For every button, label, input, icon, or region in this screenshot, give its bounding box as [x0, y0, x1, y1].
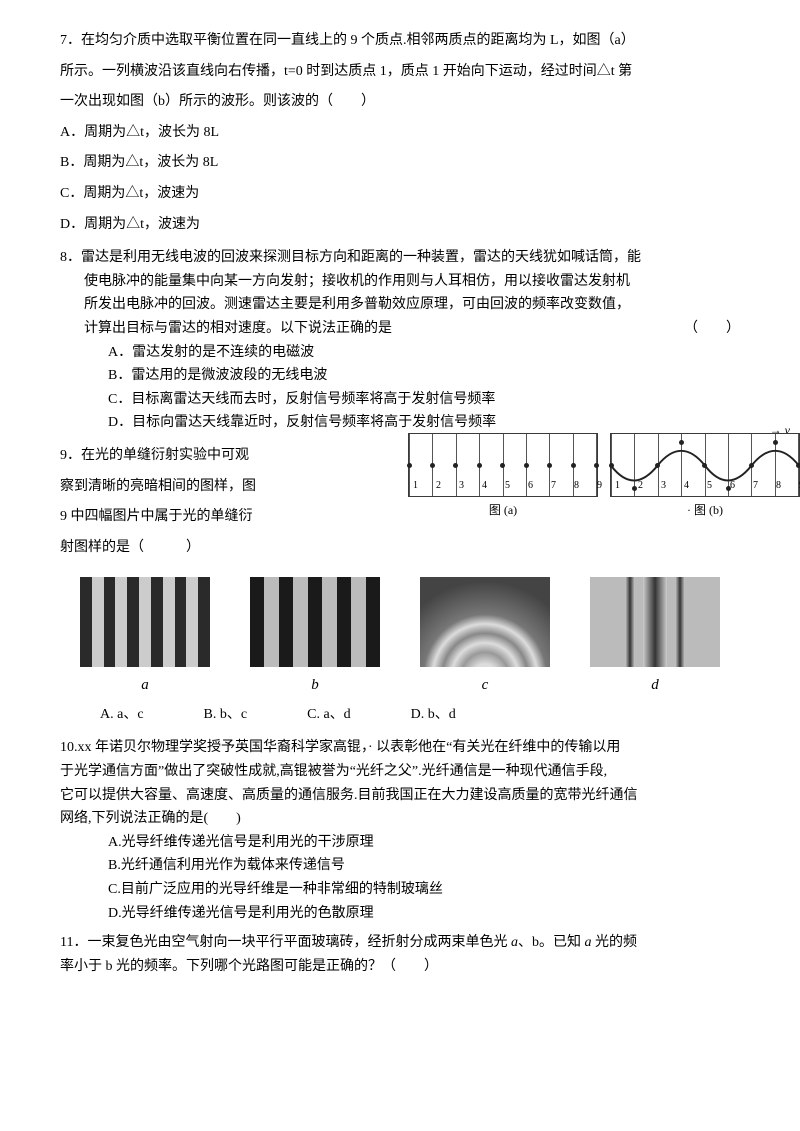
q8-option-d: D．目标向雷达天线靠近时，反射信号频率将高于发射信号频率 [108, 413, 740, 433]
q9-option-a: A. a、c [100, 702, 144, 729]
q7-option-c: C．周期为△t，波速为 [60, 181, 740, 208]
wave-figure-a: 123456789 [408, 433, 598, 497]
q11-line1: 11．一束复色光由空气射向一块平行平面玻璃砖，经折射分成两束单色光 a、b。已知… [60, 933, 740, 953]
question-11: 11．一束复色光由空气射向一块平行平面玻璃砖，经折射分成两束单色光 a、b。已知… [60, 933, 740, 976]
q8-line4-row: 计算出目标与雷达的相对速度。以下说法正确的是 （ ） [84, 319, 740, 339]
q9-options-row: A. a、c B. b、c C. a、d D. b、d [60, 702, 740, 729]
wave-b-label: · 图 (b) [610, 499, 800, 522]
wave-figures: 123456789 图 (a) → v [408, 433, 800, 522]
q9-line3: 9 中四幅图片中属于光的单缝衍 [60, 504, 310, 531]
q10-line4: 网络,下列说法正确的是( ) [60, 809, 740, 829]
q7-option-a: A．周期为△t，波长为 8L [60, 120, 740, 147]
q8-option-c: C．目标离雷达天线而去时，反射信号频率将高于发射信号频率 [108, 390, 740, 410]
wave-figure-b: 123456789 [610, 433, 800, 497]
q11-line2: 率小于 b 光的频率。下列哪个光路图可能是正确的？（ ） [60, 957, 740, 977]
q10-line1: 10.xx 年诺贝尔物理学奖授予英国华裔科学家高锟，· 以表彰他在“有关光在纤维… [60, 738, 740, 758]
q8-line1: 8．雷达是利用无线电波的回波来探测目标方向和距离的一种装置，雷达的天线犹如喊话筒… [60, 248, 740, 268]
q7-text-line3: 一次出现如图（b）所示的波形。则该波的（ ） [60, 89, 740, 116]
q7-text-line1: 7．在均匀介质中选取平衡位置在同一直线上的 9 个质点.相邻两质点的距离均为 L… [60, 28, 740, 55]
q8-option-b: B．雷达用的是微波波段的无线电波 [108, 366, 740, 386]
wave-a-numbers: 123456789 [413, 476, 620, 495]
diffraction-c: c [420, 577, 550, 700]
diffraction-b: b [250, 577, 380, 700]
q10-option-d: D.光导纤维传递光信号是利用光的色散原理 [108, 904, 740, 924]
q9-option-c: C. a、d [307, 702, 351, 729]
wave-a-label: 图 (a) [408, 499, 598, 522]
q7-option-b: B．周期为△t，波长为 8L [60, 150, 740, 177]
question-10: 10.xx 年诺贝尔物理学奖授予英国华裔科学家高锟，· 以表彰他在“有关光在纤维… [60, 738, 740, 923]
question-7: 7．在均匀介质中选取平衡位置在同一直线上的 9 个质点.相邻两质点的距离均为 L… [60, 28, 740, 238]
dif-label-d: d [590, 671, 720, 700]
q8-line2: 使电脉冲的能量集中向某一方向发射；接收机的作用则与人耳相仿，用以接收雷达发射机 [84, 272, 740, 292]
q8-option-a: A．雷达发射的是不连续的电磁波 [108, 343, 740, 363]
question-8: 8．雷达是利用无线电波的回波来探测目标方向和距离的一种装置，雷达的天线犹如喊话筒… [60, 248, 740, 433]
q10-line2: 于光学通信方面”做出了突破性成就,高锟被誉为“光纤之父”.光纤通信是一种现代通信… [60, 762, 740, 782]
q10-option-a: A.光导纤维传递光信号是利用光的干涉原理 [108, 833, 740, 853]
wave-b-numbers: 123456789 [615, 476, 800, 495]
dif-label-c: c [420, 671, 550, 700]
q9-line2: 察到清晰的亮暗相间的图样，图 [60, 474, 310, 501]
dif-label-b: b [250, 671, 380, 700]
q10-line3: 它可以提供大容量、高速度、高质量的通信服务.目前我国正在大力建设高质量的宽带光纤… [60, 786, 740, 806]
q8-paren: （ ） [684, 319, 740, 339]
q10-option-c: C.目前广泛应用的光导纤维是一种非常细的特制玻璃丝 [108, 880, 740, 900]
q8-line3: 所发出电脉冲的回波。测速雷达主要是利用多普勒效应原理，可由回波的频率改变数值， [84, 295, 740, 315]
diffraction-d: d [590, 577, 720, 700]
q7-option-d: D．周期为△t，波速为 [60, 212, 740, 239]
diffraction-images-row: a b c d [60, 577, 740, 700]
dif-label-a: a [80, 671, 210, 700]
q9-line4: 射图样的是（ ） [60, 535, 310, 562]
q9-option-b: B. b、c [204, 702, 248, 729]
q7-text-line2: 所示。一列横波沿该直线向右传播，t=0 时到达质点 1，质点 1 开始向下运动，… [60, 59, 740, 86]
q9-line1: 9．在光的单缝衍射实验中可观 [60, 443, 310, 470]
q10-option-b: B.光纤通信利用光作为载体来传递信号 [108, 856, 740, 876]
q9-option-d: D. b、d [411, 702, 456, 729]
diffraction-a: a [80, 577, 210, 700]
q8-line4: 计算出目标与雷达的相对速度。以下说法正确的是 [84, 319, 392, 339]
question-9: 9．在光的单缝衍射实验中可观 察到清晰的亮暗相间的图样，图 9 中四幅图片中属于… [60, 443, 740, 728]
